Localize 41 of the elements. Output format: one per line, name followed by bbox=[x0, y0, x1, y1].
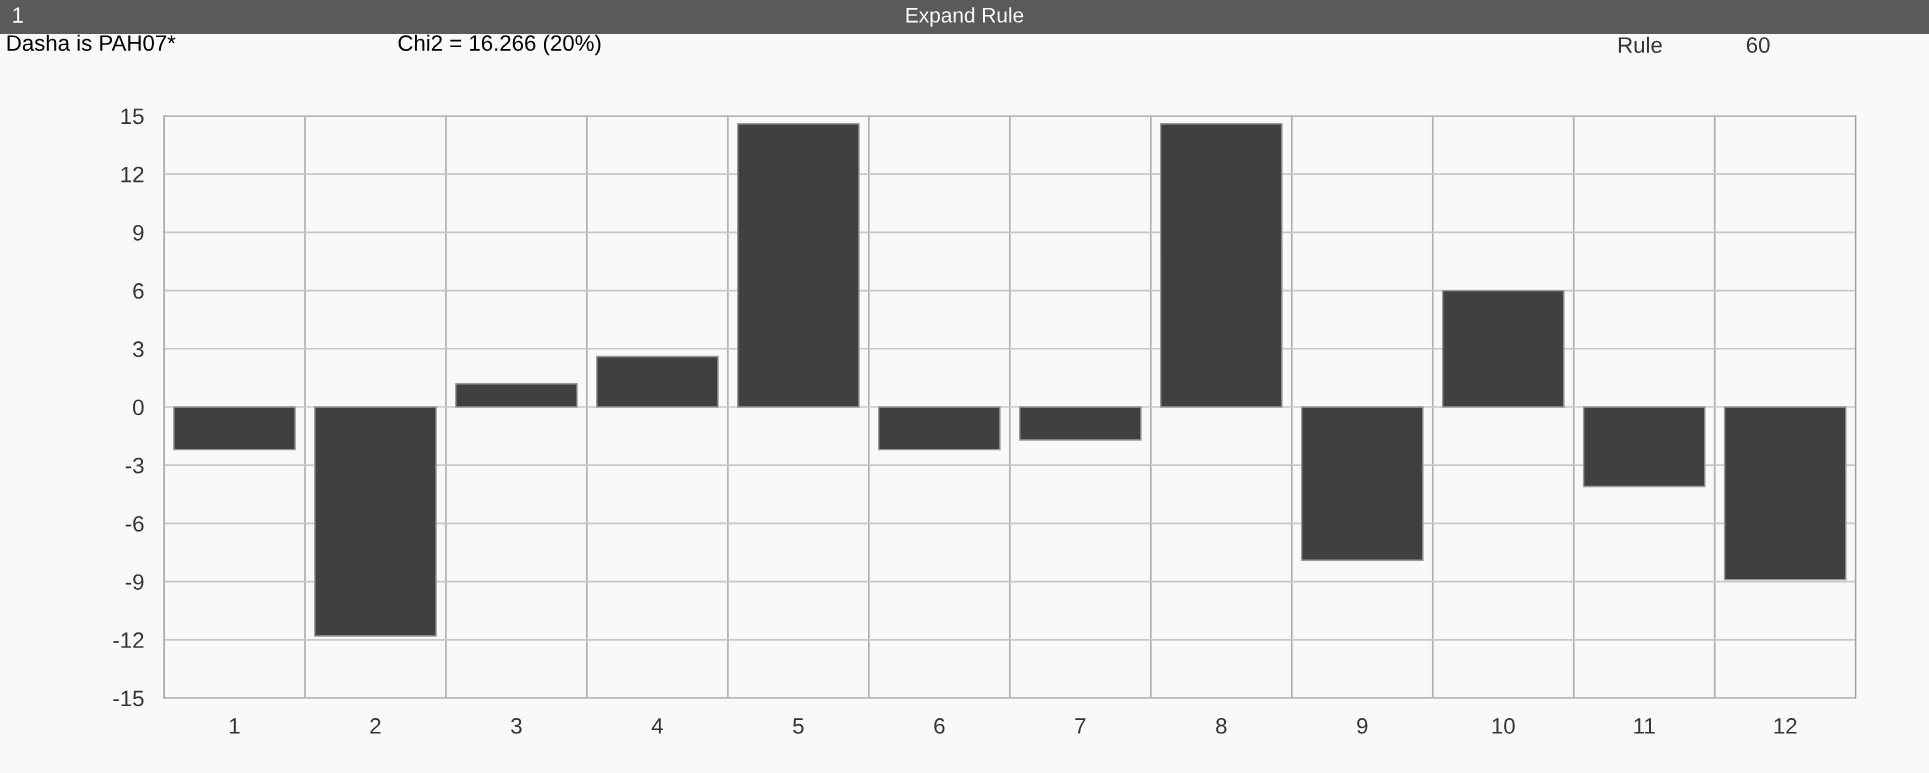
x-tick-label: 6 bbox=[934, 718, 945, 734]
text: Rule bbox=[1618, 36, 1662, 53]
bar bbox=[1582, 406, 1706, 488]
bar bbox=[455, 383, 578, 408]
x-tick-label: 10 bbox=[1492, 718, 1515, 734]
chart-title: Expand Rule bbox=[906, 7, 1024, 27]
bar bbox=[878, 406, 1001, 451]
bar bbox=[1441, 289, 1565, 408]
x-tick-label: 1 bbox=[229, 718, 240, 734]
x-tick-label: 4 bbox=[651, 718, 663, 734]
bar bbox=[1300, 406, 1424, 561]
y-tick-label: -9 bbox=[125, 574, 144, 590]
y-tick-label: 0 bbox=[133, 399, 144, 416]
text: 1 bbox=[13, 7, 23, 23]
y-tick-label: 12 bbox=[121, 166, 144, 183]
x-tick-label: 3 bbox=[511, 718, 522, 734]
bar bbox=[1723, 406, 1847, 581]
x-tick-label: 9 bbox=[1357, 718, 1368, 734]
bar bbox=[1159, 123, 1283, 408]
y-tick-label: -12 bbox=[113, 632, 144, 648]
text: Dasha is PAH07* bbox=[7, 34, 176, 51]
y-tick-label: -3 bbox=[125, 457, 144, 474]
y-tick-label: 3 bbox=[133, 341, 144, 358]
text: 60 bbox=[1746, 37, 1770, 53]
x-tick-label: 5 bbox=[793, 718, 804, 734]
y-tick-label: 9 bbox=[133, 224, 144, 241]
x-tick-label: 12 bbox=[1774, 718, 1797, 734]
x-tick-label: 7 bbox=[1075, 718, 1086, 734]
bar bbox=[737, 123, 860, 408]
bar bbox=[1019, 406, 1142, 441]
y-tick-label: 6 bbox=[133, 283, 144, 299]
y-tick-label: -15 bbox=[113, 690, 144, 707]
bar bbox=[596, 355, 719, 408]
bar bbox=[173, 406, 296, 451]
chart-subtitle: Chi2 = 16.266 (20%) bbox=[398, 34, 601, 56]
y-tick-label: 15 bbox=[121, 108, 144, 125]
bar bbox=[314, 406, 437, 637]
x-tick-label: 2 bbox=[370, 718, 381, 734]
x-tick-label: 11 bbox=[1634, 718, 1655, 734]
y-tick-label: -6 bbox=[125, 515, 144, 532]
x-tick-label: 8 bbox=[1216, 718, 1227, 734]
